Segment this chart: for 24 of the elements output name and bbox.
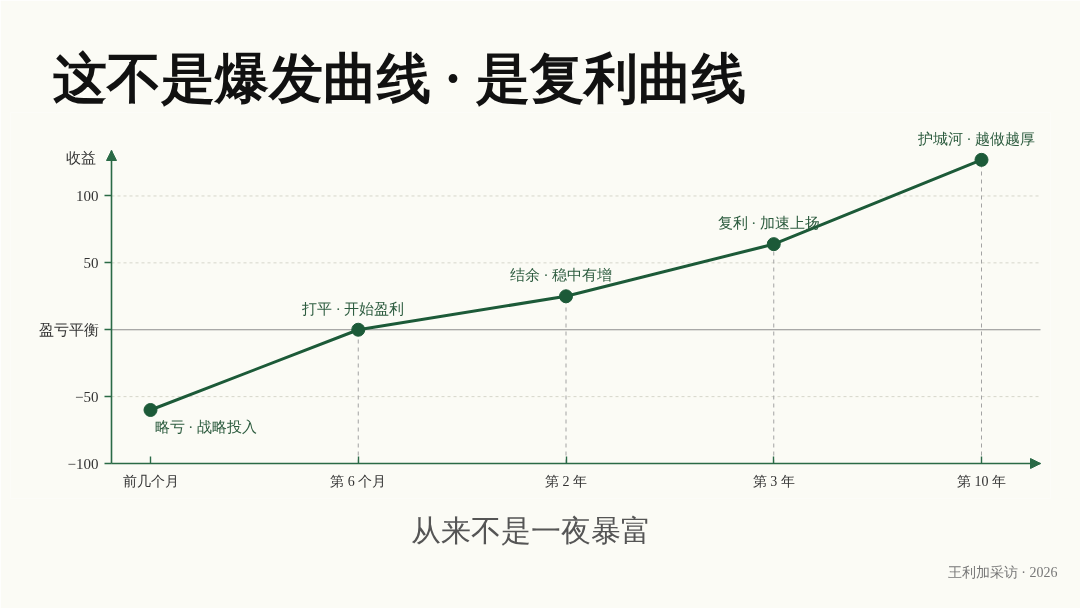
annotation: 结余 · 稳中有增: [509, 267, 613, 284]
point: [351, 322, 366, 337]
x-tick-label: 第 3 年: [752, 473, 795, 489]
point: [559, 289, 573, 304]
x-tick-label: 第 2 年: [545, 473, 587, 489]
point: [143, 403, 158, 417]
y-tick-label: −100: [67, 455, 99, 472]
y-tick-label: 100: [76, 187, 99, 204]
x-tick-label: 第 10 年: [957, 473, 1006, 489]
annotation: 护城河 · 越做越厚: [916, 130, 1036, 147]
y-tick-label: −50: [75, 388, 99, 405]
y-axis-title: 收益: [65, 149, 96, 166]
text: 王利加采访 · 2026: [947, 564, 1058, 580]
y-tick-label: 盈亏平衡: [38, 321, 99, 338]
point: [974, 152, 989, 167]
annotation: 略亏 · 战略投入: [154, 419, 257, 435]
x-tick-label: 第 6 个月: [330, 473, 387, 489]
text: 从来不是一夜暴富: [410, 513, 651, 547]
chart-title: 这不是爆发曲线 · 是复利曲线: [52, 48, 746, 109]
y-tick-label: 50: [83, 254, 99, 271]
x-tick-label: 前几个月: [122, 473, 179, 489]
point: [766, 237, 781, 252]
annotation: 打平 · 开始盈利: [301, 300, 405, 317]
annotation: 复利 · 加速上扬: [717, 215, 820, 232]
